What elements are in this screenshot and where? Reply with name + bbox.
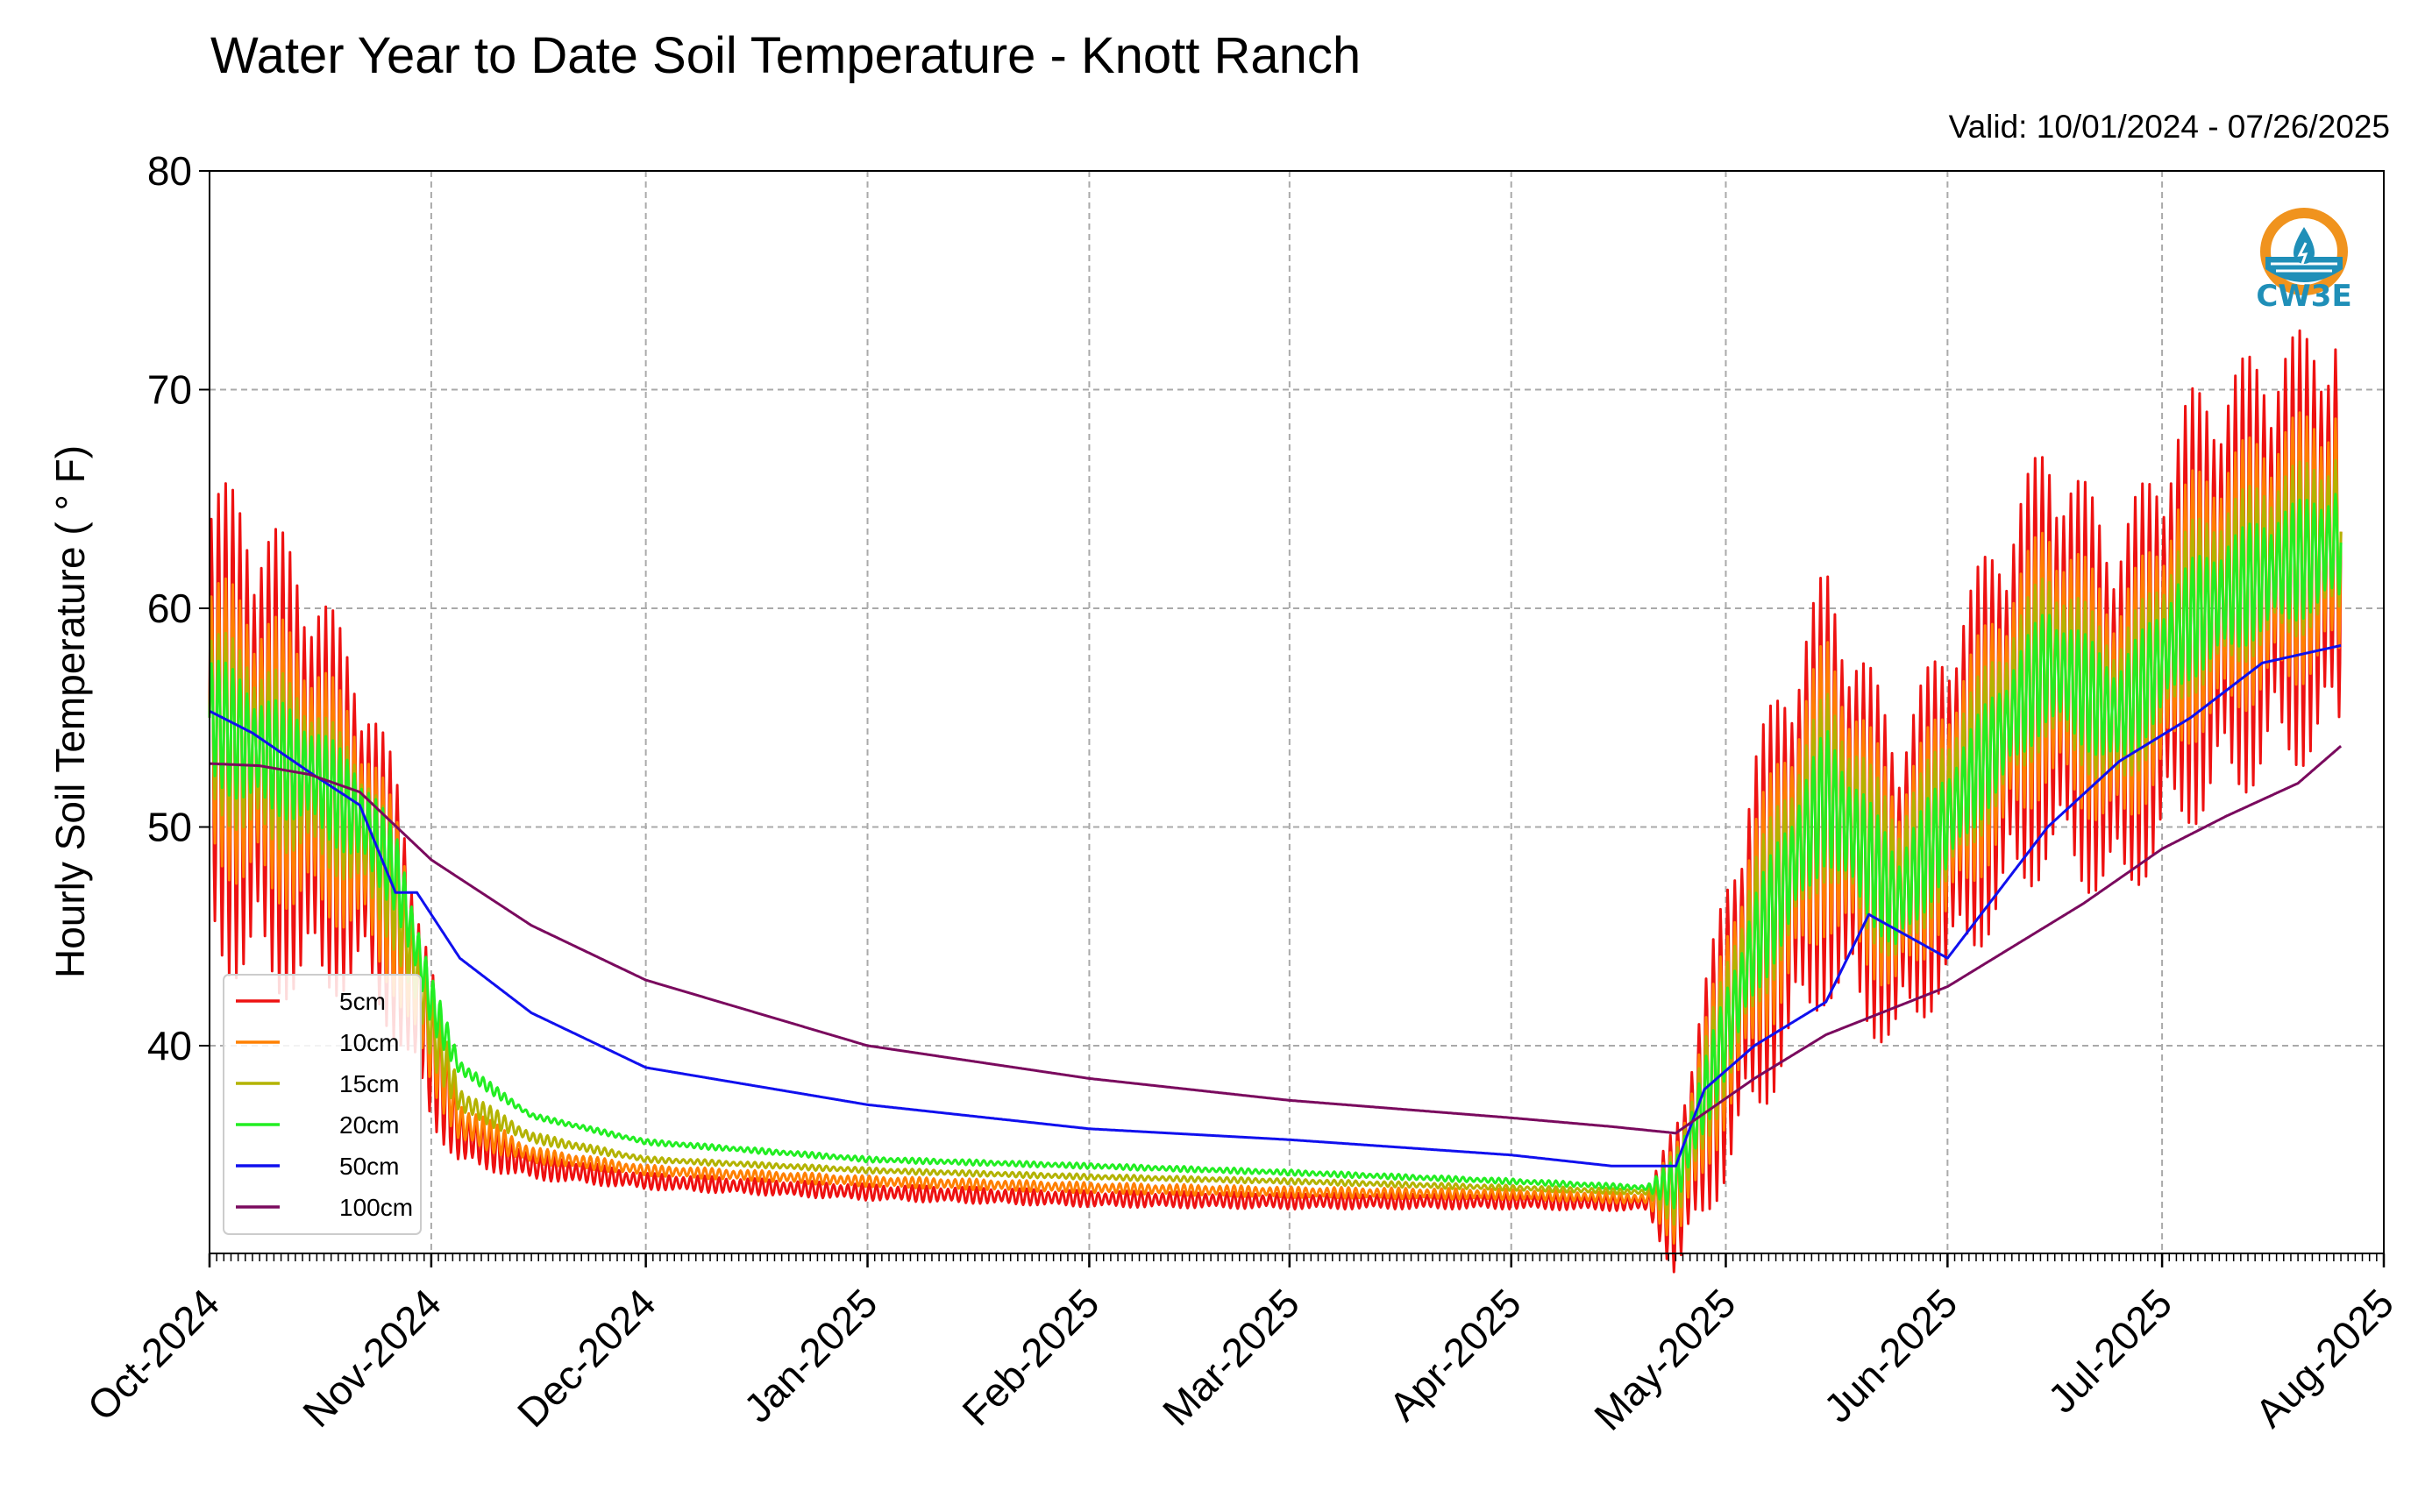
series-line-10cm [208, 411, 2343, 1245]
x-tick-label: Feb-2025 [953, 1280, 1107, 1434]
legend-label: 10cm [339, 1029, 399, 1056]
y-tick-label: 70 [147, 366, 192, 412]
series-line-20cm [208, 493, 2343, 1210]
series-line-100cm [209, 745, 2343, 1135]
series-line-50cm [209, 643, 2342, 1168]
x-tick-label: Aug-2025 [2246, 1280, 2402, 1436]
y-tick-label: 50 [147, 804, 192, 849]
x-tick-label: May-2025 [1585, 1280, 1744, 1438]
legend-label: 50cm [339, 1153, 399, 1180]
legend-label: 5cm [339, 988, 386, 1015]
legend-label: 15cm [339, 1070, 399, 1097]
x-tick-label: Nov-2024 [294, 1280, 450, 1436]
x-tick-label: Jan-2025 [735, 1280, 885, 1430]
series-lines [208, 329, 2343, 1274]
y-tick-label: 80 [147, 148, 192, 194]
cw3e-logo-icon [2260, 208, 2348, 295]
x-tick-label: Dec-2024 [508, 1280, 665, 1436]
chart-title: Water Year to Date Soil Temperature - Kn… [210, 27, 1362, 84]
y-tick-label: 60 [147, 586, 192, 631]
series-line-5cm [208, 329, 2343, 1274]
valid-date-range: Valid: 10/01/2024 - 07/26/2025 [1948, 109, 2390, 145]
x-tick-label: Mar-2025 [1154, 1280, 1308, 1434]
y-tick-label: 40 [147, 1023, 192, 1068]
series-line-15cm [208, 458, 2343, 1226]
y-axis-label: Hourly Soil Temperature ( ° F) [47, 445, 93, 978]
legend-label: 100cm [339, 1194, 413, 1221]
x-tick-label: Jul-2025 [2039, 1280, 2181, 1422]
legend-box [223, 974, 422, 1235]
cw3e-logo-text: CW3E [2256, 279, 2352, 314]
x-tick-label: Jun-2025 [1815, 1280, 1966, 1430]
legend-label: 20cm [339, 1111, 399, 1139]
legend: 5cm 10cm 15cm 20cm 50cm 100cm [223, 974, 422, 1235]
x-tick-label: Oct-2024 [79, 1280, 229, 1430]
x-tick-label: Apr-2025 [1380, 1280, 1530, 1430]
